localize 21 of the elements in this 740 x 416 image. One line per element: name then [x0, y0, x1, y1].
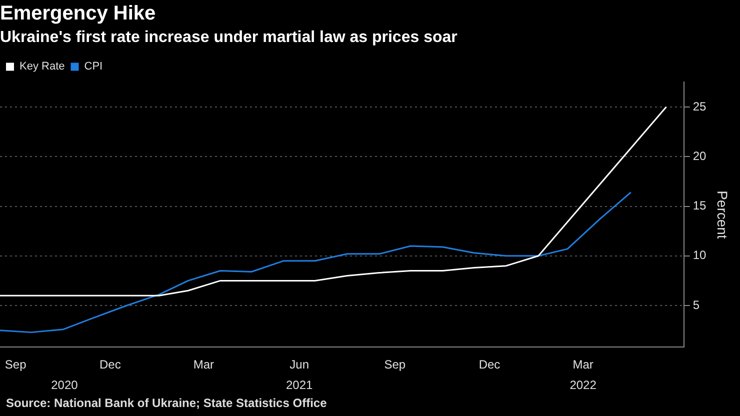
x-tick-label: Mar [193, 358, 214, 372]
x-tick-label: Sep [384, 358, 406, 372]
x2-tick-label: 2020 [51, 378, 78, 392]
y-tick-label: 25 [692, 99, 707, 114]
y-tick-label: 20 [692, 148, 707, 163]
chart-title: Emergency Hike [0, 2, 156, 25]
x2-tick-label: 2021 [286, 378, 313, 392]
chart-subtitle: Ukraine's first rate increase under martial law as prices soar [0, 29, 458, 46]
y-tick-label: 5 [692, 298, 700, 312]
x-tick-label: Dec [99, 358, 121, 372]
legend-label: CPI [84, 60, 103, 73]
source-note: Source: National Bank of Ukraine; State Statistics Office [6, 396, 328, 410]
x2-tick-label: 2022 [570, 378, 597, 392]
legend-label: Key Rate [20, 60, 65, 73]
x-tick-label: Dec [478, 358, 500, 372]
y-tick-label: 10 [692, 248, 707, 262]
x-tick-label: Jun [290, 358, 309, 372]
y-axis-title: Percent [714, 190, 731, 239]
y-tick-label: 15 [692, 198, 707, 213]
x-tick-label: Mar [572, 358, 594, 372]
x-tick-label: Sep [4, 358, 27, 372]
